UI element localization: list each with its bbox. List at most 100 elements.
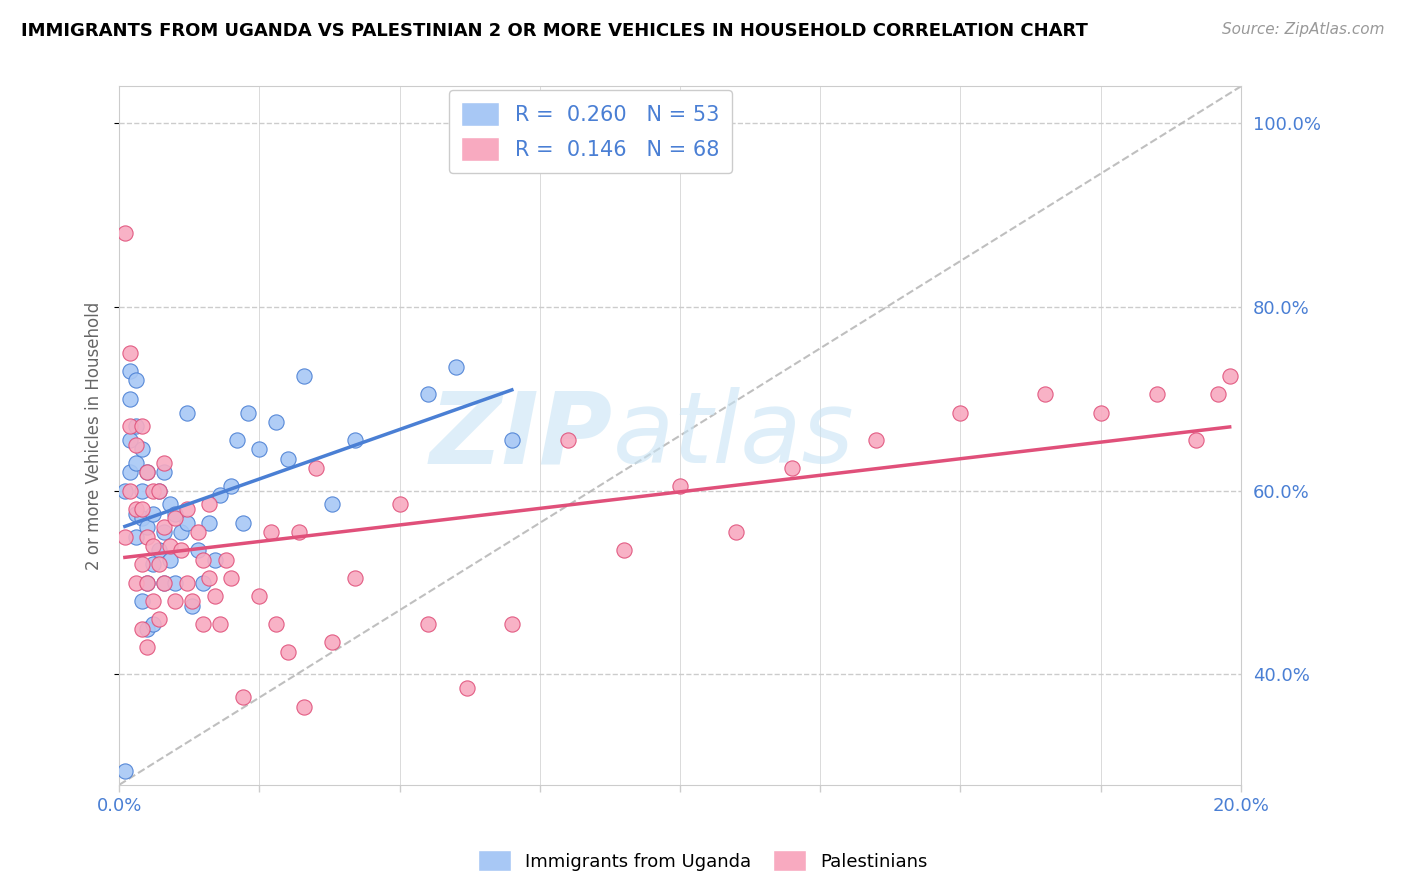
Point <box>136 622 159 636</box>
Point <box>114 530 136 544</box>
Text: Source: ZipAtlas.com: Source: ZipAtlas.com <box>1222 22 1385 37</box>
Point <box>153 575 176 590</box>
Point <box>125 438 148 452</box>
Point <box>142 483 165 498</box>
Point <box>142 594 165 608</box>
Point <box>501 616 523 631</box>
Point <box>142 507 165 521</box>
Point <box>170 524 193 539</box>
Point <box>131 419 153 434</box>
Point <box>114 227 136 241</box>
Point <box>125 530 148 544</box>
Point <box>501 433 523 447</box>
Point <box>131 483 153 498</box>
Point <box>153 575 176 590</box>
Point <box>136 466 159 480</box>
Point <box>1219 368 1241 383</box>
Point <box>176 502 198 516</box>
Point <box>125 373 148 387</box>
Point <box>148 612 170 626</box>
Point <box>120 466 142 480</box>
Point <box>176 406 198 420</box>
Point <box>198 516 221 530</box>
Point <box>238 406 260 420</box>
Point <box>153 456 176 470</box>
Point <box>193 575 215 590</box>
Point <box>287 524 309 539</box>
Point <box>153 466 176 480</box>
Point <box>198 498 221 512</box>
Point <box>292 699 315 714</box>
Point <box>221 571 243 585</box>
Point <box>249 590 271 604</box>
Point <box>343 433 366 447</box>
Point <box>120 392 142 406</box>
Point <box>276 451 298 466</box>
Point <box>416 387 439 401</box>
Point <box>131 622 153 636</box>
Point <box>165 594 187 608</box>
Text: IMMIGRANTS FROM UGANDA VS PALESTINIAN 2 OR MORE VEHICLES IN HOUSEHOLD CORRELATIO: IMMIGRANTS FROM UGANDA VS PALESTINIAN 2 … <box>21 22 1088 40</box>
Point <box>181 599 204 613</box>
Point <box>125 575 148 590</box>
Point <box>125 507 148 521</box>
Point <box>221 479 243 493</box>
Point <box>114 483 136 498</box>
Point <box>204 590 226 604</box>
Y-axis label: 2 or more Vehicles in Household: 2 or more Vehicles in Household <box>86 301 103 570</box>
Point <box>456 681 478 696</box>
Point <box>136 530 159 544</box>
Point <box>209 616 232 631</box>
Point <box>181 594 204 608</box>
Point <box>131 558 153 572</box>
Point <box>142 616 165 631</box>
Point <box>1185 433 1208 447</box>
Point <box>416 616 439 631</box>
Point <box>114 764 136 778</box>
Point <box>120 433 142 447</box>
Point <box>198 571 221 585</box>
Point <box>557 433 579 447</box>
Point <box>120 483 142 498</box>
Point <box>187 543 209 558</box>
Point <box>131 502 153 516</box>
Point <box>276 644 298 658</box>
Point <box>321 635 343 649</box>
Point <box>142 558 165 572</box>
Point <box>148 543 170 558</box>
Point <box>304 460 326 475</box>
Point <box>193 616 215 631</box>
Point <box>136 575 159 590</box>
Point <box>266 415 288 429</box>
Point <box>292 368 315 383</box>
Point <box>170 543 193 558</box>
Point <box>1033 387 1056 401</box>
Legend: R =  0.260   N = 53, R =  0.146   N = 68: R = 0.260 N = 53, R = 0.146 N = 68 <box>449 90 733 173</box>
Point <box>260 524 283 539</box>
Point <box>136 575 159 590</box>
Point <box>1208 387 1230 401</box>
Point <box>131 442 153 457</box>
Point <box>232 690 254 705</box>
Point <box>148 483 170 498</box>
Point <box>176 516 198 530</box>
Point <box>321 498 343 512</box>
Point <box>1146 387 1168 401</box>
Point <box>159 539 181 553</box>
Point <box>226 433 249 447</box>
Point <box>125 419 148 434</box>
Text: atlas: atlas <box>613 387 855 484</box>
Point <box>669 479 692 493</box>
Point <box>153 520 176 534</box>
Point <box>159 498 181 512</box>
Point <box>249 442 271 457</box>
Point <box>204 552 226 566</box>
Point <box>131 511 153 525</box>
Point <box>131 594 153 608</box>
Point <box>148 483 170 498</box>
Text: ZIP: ZIP <box>430 387 613 484</box>
Point <box>165 507 187 521</box>
Point <box>1090 406 1112 420</box>
Point <box>865 433 887 447</box>
Point <box>780 460 803 475</box>
